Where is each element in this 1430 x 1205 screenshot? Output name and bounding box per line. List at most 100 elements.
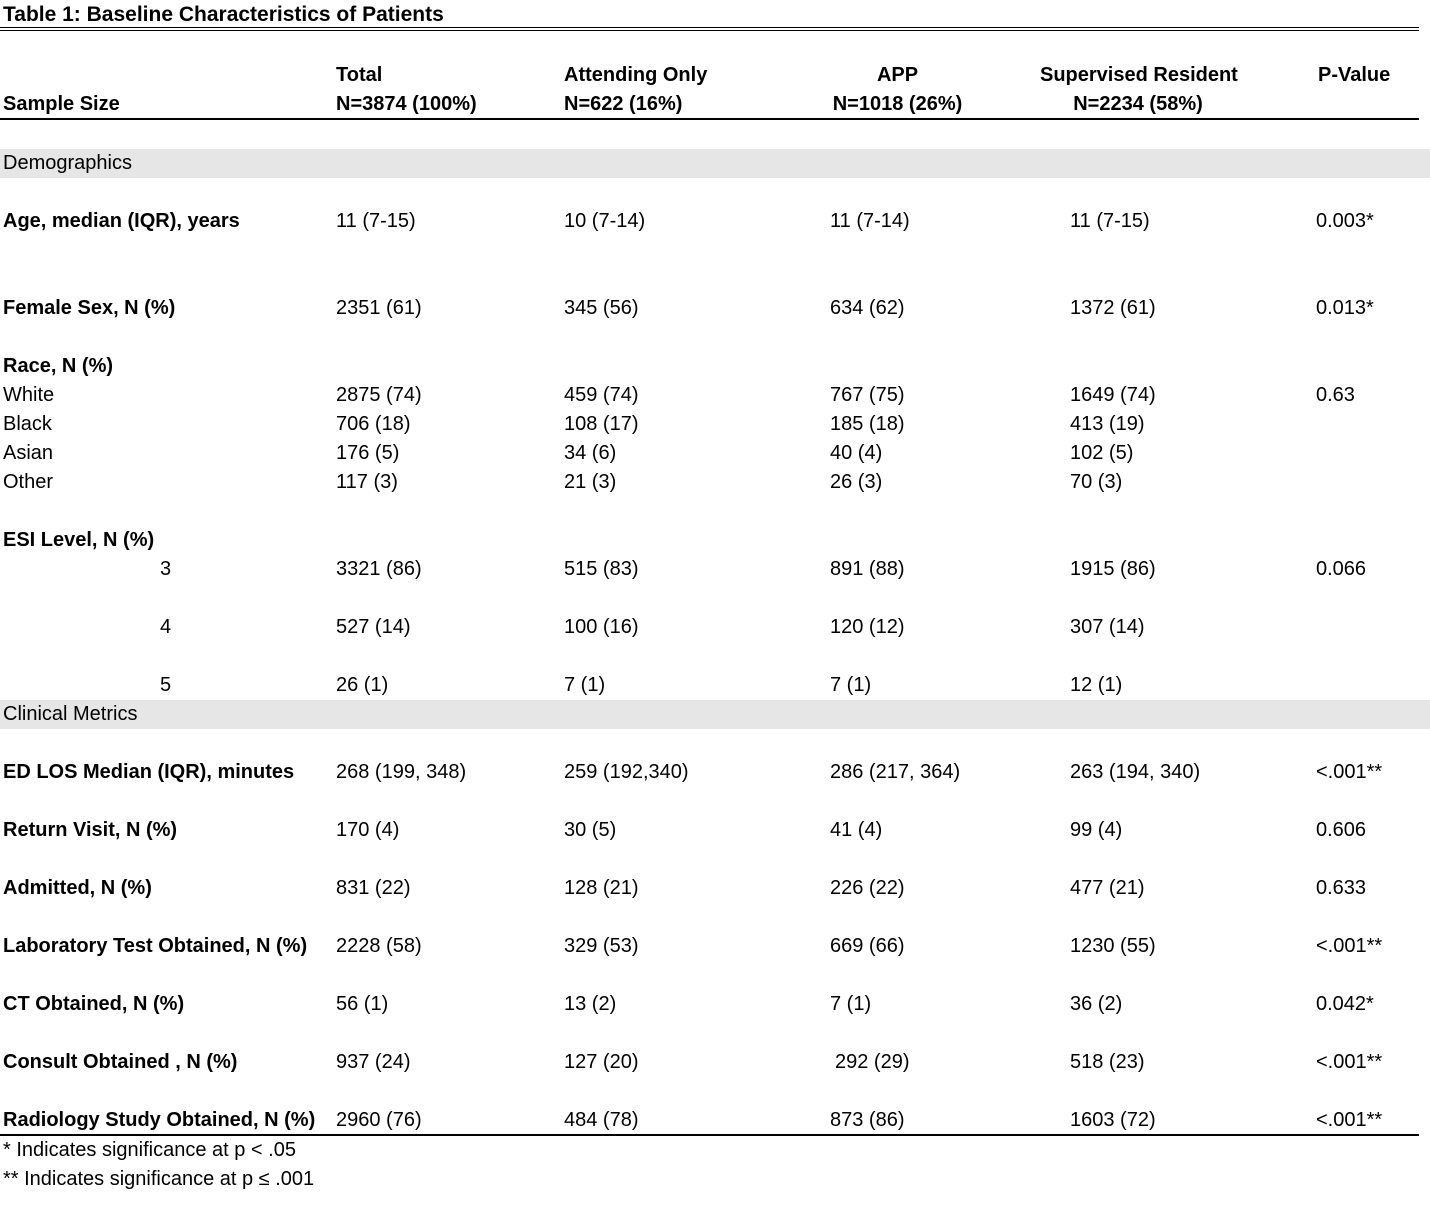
cell-attending: 10 (7-14) bbox=[564, 210, 646, 232]
cell-app: 286 (217, 364) bbox=[830, 761, 961, 783]
row-label: Return Visit, N (%) bbox=[3, 819, 178, 841]
cell-app: 7 (1) bbox=[830, 674, 872, 696]
cell-app: 292 (29) bbox=[835, 1051, 910, 1073]
row-label: Other bbox=[3, 471, 54, 493]
header-total: Total N=3874 (100%) bbox=[336, 61, 477, 119]
cell-attending: 484 (78) bbox=[564, 1109, 639, 1131]
title-rule-top bbox=[0, 27, 1419, 28]
header-total-n: N=3874 (100%) bbox=[336, 93, 477, 115]
cell-attending: 21 (3) bbox=[564, 471, 617, 493]
cell-attending: 329 (53) bbox=[564, 935, 639, 957]
row-label: ED LOS Median (IQR), minutes bbox=[3, 761, 295, 783]
cell-total: 2875 (74) bbox=[336, 384, 422, 406]
section-clinical-label: Clinical Metrics bbox=[3, 703, 138, 725]
cell-attending: 345 (56) bbox=[564, 297, 639, 319]
cell-resident: 1230 (55) bbox=[1070, 935, 1156, 957]
cell-resident: 1603 (72) bbox=[1070, 1109, 1156, 1131]
header-rule bbox=[0, 118, 1419, 120]
cell-pvalue: 0.042* bbox=[1316, 993, 1374, 1015]
cell-total: 11 (7-15) bbox=[336, 210, 416, 232]
row-label: Admitted, N (%) bbox=[3, 877, 152, 899]
row-label: Laboratory Test Obtained, N (%) bbox=[3, 935, 308, 957]
cell-app: 891 (88) bbox=[830, 558, 905, 580]
cell-attending: 128 (21) bbox=[564, 877, 639, 899]
cell-app: 7 (1) bbox=[830, 993, 872, 1015]
bottom-rule bbox=[0, 1134, 1419, 1136]
row-label: Black bbox=[3, 413, 52, 435]
header-resident: Supervised Resident N=2234 (58%) bbox=[1040, 61, 1238, 119]
cell-attending: 108 (17) bbox=[564, 413, 639, 435]
cell-total: 527 (14) bbox=[336, 616, 411, 638]
header-resident-n: N=2234 (58%) bbox=[1073, 93, 1203, 115]
cell-total: 2351 (61) bbox=[336, 297, 422, 319]
cell-total: 831 (22) bbox=[336, 877, 411, 899]
header-attending: Attending Only N=622 (16%) bbox=[564, 61, 707, 119]
section-demographics: Demographics bbox=[0, 149, 1430, 178]
header-sample-size: Sample Size bbox=[3, 93, 120, 115]
cell-total: 176 (5) bbox=[336, 442, 400, 464]
cell-app: 120 (12) bbox=[830, 616, 905, 638]
header-app-n: N=1018 (26%) bbox=[832, 93, 963, 115]
cell-attending: 459 (74) bbox=[564, 384, 639, 406]
cell-pvalue: 0.63 bbox=[1316, 384, 1355, 406]
row-label: Radiology Study Obtained, N (%) bbox=[3, 1109, 316, 1131]
cell-resident: 36 (2) bbox=[1070, 993, 1123, 1015]
header-resident-name: Supervised Resident bbox=[1040, 64, 1238, 86]
cell-app: 873 (86) bbox=[830, 1109, 905, 1131]
cell-attending: 127 (20) bbox=[564, 1051, 639, 1073]
cell-app: 634 (62) bbox=[830, 297, 905, 319]
cell-app: 40 (4) bbox=[830, 442, 883, 464]
row-label: Female Sex, N (%) bbox=[3, 297, 176, 319]
cell-pvalue: <.001** bbox=[1316, 761, 1383, 783]
row-label: Asian bbox=[3, 442, 54, 464]
header-attending-name: Attending Only bbox=[564, 64, 708, 86]
cell-pvalue: 0.633 bbox=[1316, 877, 1367, 899]
section-clinical: Clinical Metrics bbox=[0, 700, 1430, 729]
cell-app: 226 (22) bbox=[830, 877, 905, 899]
cell-pvalue: <.001** bbox=[1316, 1109, 1383, 1131]
cell-resident: 1372 (61) bbox=[1070, 297, 1156, 319]
header-total-name: Total bbox=[336, 64, 383, 86]
cell-total: 937 (24) bbox=[336, 1051, 411, 1073]
section-demographics-label: Demographics bbox=[3, 152, 132, 174]
cell-pvalue: <.001** bbox=[1316, 1051, 1383, 1073]
cell-pvalue: 0.013* bbox=[1316, 297, 1374, 319]
cell-resident: 102 (5) bbox=[1070, 442, 1134, 464]
cell-total: 706 (18) bbox=[336, 413, 411, 435]
header-attending-n: N=622 (16%) bbox=[564, 93, 683, 115]
cell-total: 26 (1) bbox=[336, 674, 389, 696]
title-rule-bottom bbox=[0, 30, 1419, 31]
row-label: 4 bbox=[160, 616, 172, 638]
cell-app: 41 (4) bbox=[830, 819, 883, 841]
cell-total: 3321 (86) bbox=[336, 558, 422, 580]
header-app: APP N=1018 (26%) bbox=[830, 61, 965, 119]
cell-resident: 11 (7-15) bbox=[1070, 210, 1150, 232]
row-label: Consult Obtained , N (%) bbox=[3, 1051, 238, 1073]
cell-pvalue: <.001** bbox=[1316, 935, 1383, 957]
cell-app: 11 (7-14) bbox=[830, 210, 910, 232]
footnote: ** Indicates significance at p ≤ .001 bbox=[3, 1168, 315, 1190]
cell-total: 2228 (58) bbox=[336, 935, 422, 957]
cell-total: 2960 (76) bbox=[336, 1109, 422, 1131]
cell-resident: 99 (4) bbox=[1070, 819, 1123, 841]
row-label: ESI Level, N (%) bbox=[3, 529, 155, 551]
cell-attending: 34 (6) bbox=[564, 442, 617, 464]
header-pvalue: P-Value bbox=[1318, 64, 1391, 86]
cell-pvalue: 0.003* bbox=[1316, 210, 1374, 232]
cell-resident: 413 (19) bbox=[1070, 413, 1145, 435]
row-label: 3 bbox=[160, 558, 172, 580]
cell-pvalue: 0.066 bbox=[1316, 558, 1367, 580]
cell-resident: 1915 (86) bbox=[1070, 558, 1156, 580]
cell-resident: 307 (14) bbox=[1070, 616, 1145, 638]
row-label: White bbox=[3, 384, 55, 406]
row-label: Race, N (%) bbox=[3, 355, 114, 377]
cell-total: 268 (199, 348) bbox=[336, 761, 467, 783]
table-title: Table 1: Baseline Characteristics of Pat… bbox=[3, 3, 444, 26]
cell-attending: 13 (2) bbox=[564, 993, 617, 1015]
cell-resident: 1649 (74) bbox=[1070, 384, 1156, 406]
cell-attending: 30 (5) bbox=[564, 819, 617, 841]
cell-resident: 477 (21) bbox=[1070, 877, 1145, 899]
cell-app: 669 (66) bbox=[830, 935, 905, 957]
cell-resident: 70 (3) bbox=[1070, 471, 1123, 493]
footnote: * Indicates significance at p < .05 bbox=[3, 1139, 296, 1161]
